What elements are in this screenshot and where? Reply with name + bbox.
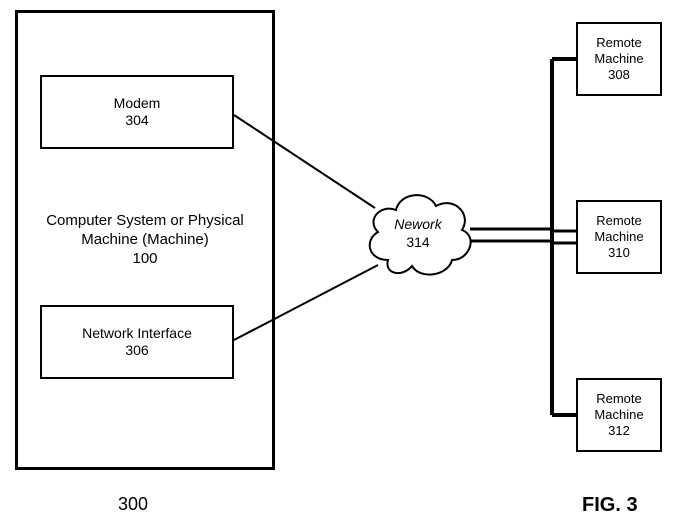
remote-label: Remote <box>596 35 642 51</box>
outer-ref-num: 300 <box>118 494 148 515</box>
remote-box-308: Remote Machine 308 <box>576 22 662 96</box>
network-cloud: Nework 314 <box>358 182 478 288</box>
nic-label: Network Interface <box>82 325 192 343</box>
cloud-num: 314 <box>358 234 478 252</box>
modem-num: 304 <box>125 112 148 130</box>
remote-num: 308 <box>608 67 630 83</box>
remote-label: Remote <box>596 213 642 229</box>
machine-caption-num: 100 <box>25 250 265 269</box>
machine-caption-l2: Machine (Machine) <box>25 231 265 250</box>
cloud-text: Nework 314 <box>358 216 478 251</box>
figure-label: FIG. 3 <box>582 494 638 517</box>
remote-sub: Machine <box>594 407 643 423</box>
nic-num: 306 <box>125 342 148 360</box>
outer-ref-num-text: 300 <box>118 494 148 514</box>
nic-box: Network Interface 306 <box>40 305 234 379</box>
modem-box: Modem 304 <box>40 75 234 149</box>
remote-label: Remote <box>596 391 642 407</box>
cloud-label: Nework <box>358 216 478 234</box>
remote-sub: Machine <box>594 51 643 67</box>
machine-caption: Computer System or Physical Machine (Mac… <box>25 212 265 268</box>
remote-box-312: Remote Machine 312 <box>576 378 662 452</box>
remote-num: 312 <box>608 423 630 439</box>
modem-label: Modem <box>114 95 161 113</box>
figure-label-text: FIG. 3 <box>582 494 638 516</box>
remote-sub: Machine <box>594 229 643 245</box>
remote-num: 310 <box>608 245 630 261</box>
machine-caption-l1: Computer System or Physical <box>25 212 265 231</box>
remote-box-310: Remote Machine 310 <box>576 200 662 274</box>
